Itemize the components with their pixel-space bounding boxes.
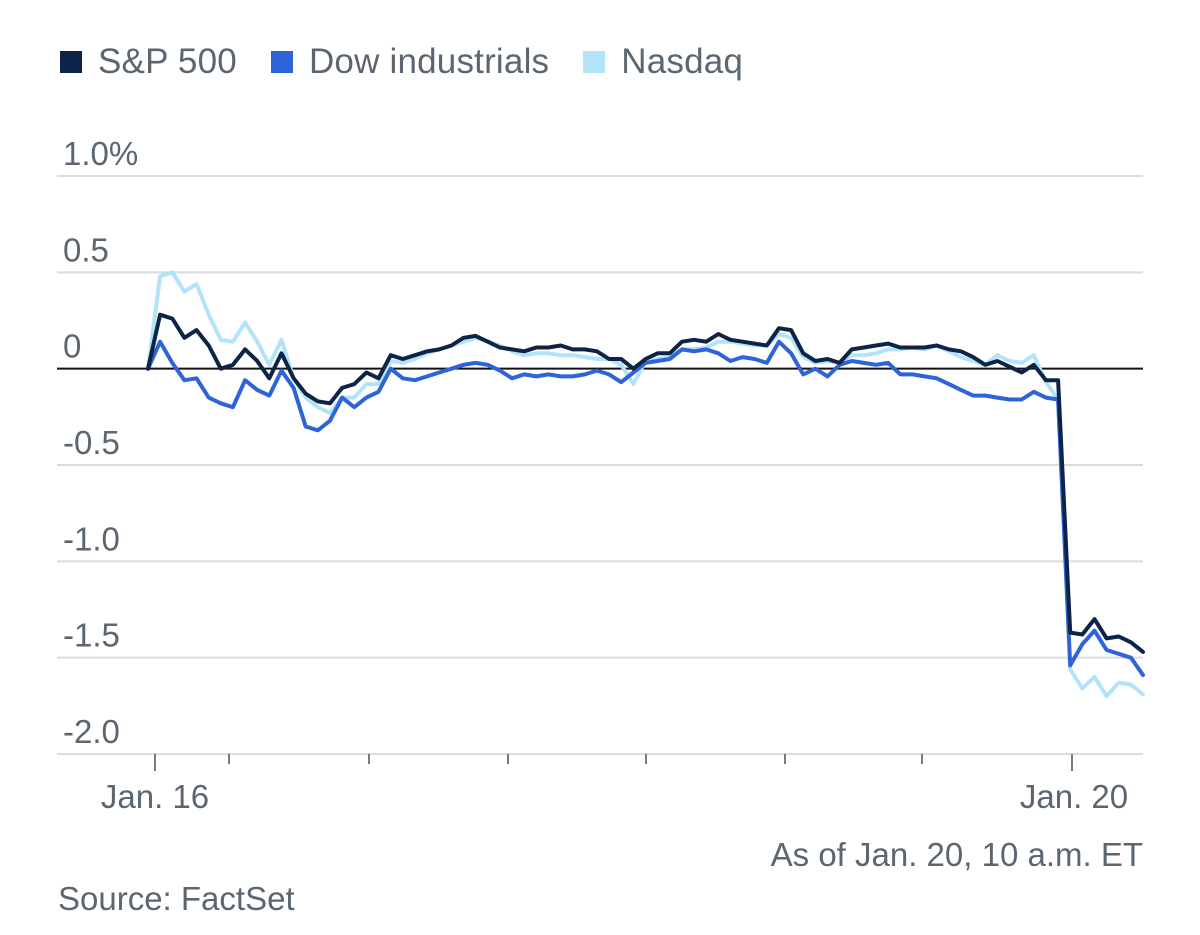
as-of-note: As of Jan. 20, 10 a.m. ET — [770, 836, 1143, 873]
x-tick-label: Jan. 16 — [101, 778, 209, 815]
y-tick-label: -1.0 — [63, 520, 120, 557]
y-tick-label: 0 — [63, 328, 81, 365]
legend-swatch-dow — [270, 51, 293, 73]
x-tick-label: Jan. 20 — [1020, 778, 1128, 815]
nasdaq-line — [146, 270, 1145, 699]
legend-label-sp500: S&P 500 — [98, 42, 237, 81]
y-tick-label: -0.5 — [63, 424, 120, 461]
y-tick-label: -1.5 — [63, 617, 120, 654]
legend-item-nasdaq: Nasdaq — [583, 42, 743, 82]
x-axis: Jan. 16 Jan. 20 — [101, 754, 1128, 815]
legend-label-nasdaq: Nasdaq — [621, 42, 744, 81]
legend-swatch-nasdaq — [583, 51, 606, 73]
chart-legend: S&P 500 Dow industrials Nasdaq — [60, 40, 743, 84]
y-tick-label: -2.0 — [63, 713, 120, 750]
legend-item-dow: Dow industrials — [270, 42, 550, 82]
source-note: Source: FactSet — [58, 880, 295, 917]
legend-swatch-sp500 — [60, 51, 82, 73]
y-tick-label: 0.5 — [63, 231, 109, 268]
legend-item-sp500: S&P 500 — [60, 42, 237, 82]
y-tick-label: 1.0% — [63, 135, 138, 172]
legend-label-dow: Dow industrials — [308, 42, 550, 81]
grid-layer: 1.0% 0.5 0 -0.5 -1.0 -1.5 -2.0 — [57, 135, 1143, 755]
dow-industrials-line — [146, 339, 1145, 677]
sp500-line — [146, 312, 1145, 654]
series-layer — [146, 270, 1145, 699]
